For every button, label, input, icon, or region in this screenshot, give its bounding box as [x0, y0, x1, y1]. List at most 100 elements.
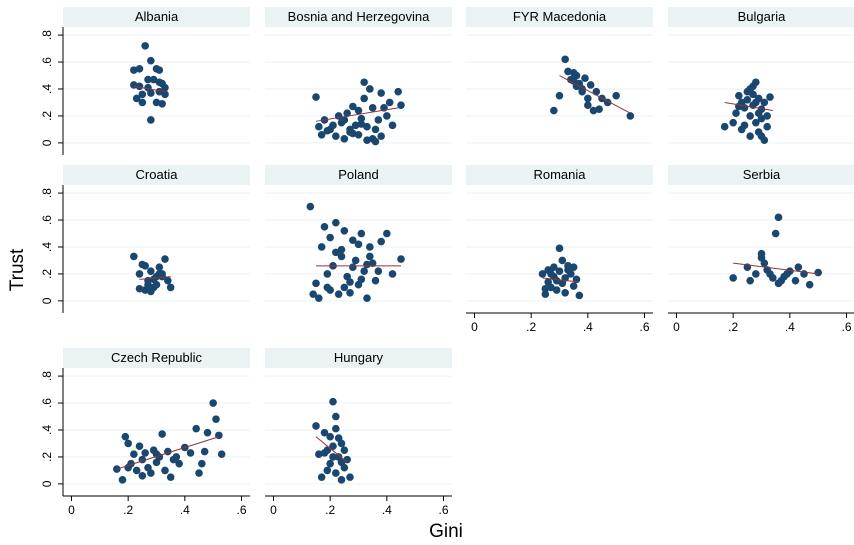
point: [586, 81, 595, 89]
point: [569, 263, 578, 271]
x-tick-label: .6: [236, 503, 246, 517]
point: [354, 240, 363, 249]
point: [541, 284, 550, 293]
point: [135, 82, 144, 91]
point: [541, 290, 550, 298]
point: [735, 91, 743, 100]
point: [164, 276, 172, 285]
point: [312, 422, 320, 430]
point: [334, 290, 343, 298]
point: [147, 56, 155, 65]
point: [360, 94, 368, 103]
point: [363, 294, 371, 302]
point: [317, 243, 326, 251]
point: [326, 432, 334, 441]
plot-area: [63, 185, 250, 313]
point: [147, 287, 155, 296]
point: [132, 94, 141, 103]
point: [144, 75, 152, 84]
point: [360, 267, 368, 276]
point: [371, 276, 380, 285]
point: [340, 446, 349, 454]
point: [332, 218, 340, 227]
point: [209, 399, 217, 407]
y-tick-label: .4: [40, 425, 54, 435]
point: [141, 449, 149, 457]
point: [144, 280, 152, 289]
point: [354, 106, 363, 115]
point: [774, 279, 783, 288]
point: [332, 412, 340, 421]
point: [388, 121, 397, 130]
point: [769, 274, 777, 282]
point: [374, 267, 383, 276]
plot-area: [63, 368, 250, 496]
x-tick-label: .2: [325, 503, 335, 517]
point: [368, 259, 377, 267]
y-tick-label: 0: [40, 297, 54, 304]
x-tick-label: .6: [438, 503, 448, 517]
point: [217, 450, 226, 459]
y-tick-label: .6: [40, 57, 54, 67]
point: [349, 102, 357, 111]
point: [363, 122, 371, 131]
panel-title: Serbia: [743, 167, 781, 182]
point: [315, 294, 323, 302]
point: [161, 90, 169, 99]
point: [729, 118, 737, 127]
point: [800, 270, 808, 278]
point: [564, 266, 572, 274]
point: [558, 256, 567, 265]
point: [198, 459, 206, 468]
y-tick-label: .6: [40, 398, 54, 408]
point: [340, 135, 349, 143]
point: [155, 66, 164, 74]
point: [360, 78, 368, 87]
point: [135, 270, 144, 278]
fit-line: [315, 436, 348, 463]
point: [323, 466, 332, 475]
point: [595, 105, 603, 113]
panel-header: [668, 165, 854, 185]
panel-header: [265, 165, 452, 185]
point: [349, 236, 357, 245]
y-tick-label: 0: [40, 480, 54, 487]
point: [564, 67, 572, 76]
point: [323, 126, 332, 135]
panel-header: [466, 7, 653, 27]
point: [337, 252, 346, 261]
point: [340, 116, 349, 124]
point: [323, 270, 332, 278]
point: [138, 471, 147, 480]
point: [195, 469, 203, 477]
point: [113, 465, 121, 473]
point: [161, 466, 169, 475]
point: [152, 98, 161, 107]
point: [805, 280, 814, 289]
point: [754, 109, 763, 118]
point: [175, 459, 183, 468]
point: [377, 132, 385, 140]
y-tick-label: .4: [40, 242, 54, 252]
point: [337, 245, 346, 254]
point: [155, 87, 164, 96]
point: [584, 101, 592, 109]
point: [329, 397, 337, 406]
point: [757, 132, 766, 140]
point: [569, 77, 578, 85]
point: [374, 116, 383, 124]
point: [366, 85, 374, 93]
point: [737, 125, 746, 134]
point: [377, 89, 385, 97]
panel-header: [63, 348, 250, 368]
point: [130, 81, 138, 89]
point: [746, 85, 754, 93]
point: [135, 284, 144, 293]
y-tick-label: .2: [40, 452, 54, 462]
point: [555, 91, 564, 100]
panel-header: [466, 165, 653, 185]
point: [135, 64, 144, 73]
point: [774, 213, 783, 222]
point: [332, 469, 340, 477]
